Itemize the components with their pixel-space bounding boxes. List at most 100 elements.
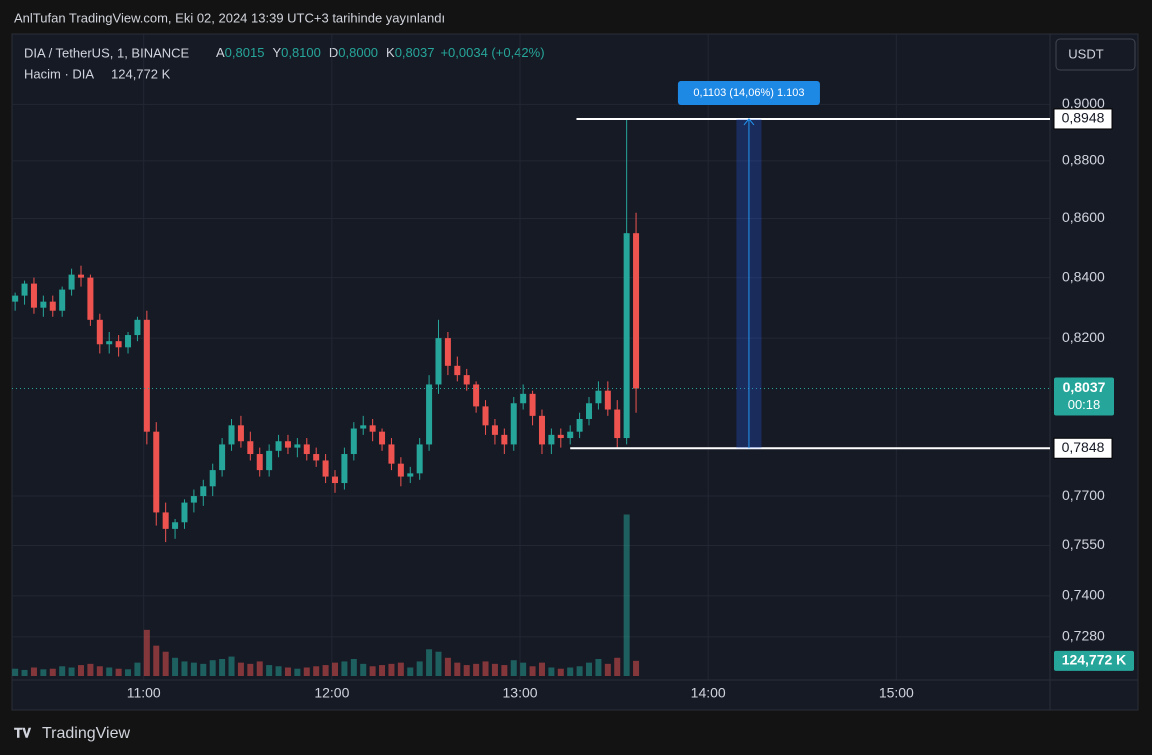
candle-body — [134, 319, 141, 336]
candle-body — [529, 393, 536, 416]
candle-body — [491, 425, 498, 435]
candle-body — [96, 319, 103, 345]
candle-body — [266, 450, 273, 471]
candle-body — [538, 415, 545, 445]
x-tick-label: 13:00 — [503, 685, 538, 701]
x-tick-label: 14:00 — [691, 685, 726, 701]
brand: TradingView — [42, 725, 130, 742]
candle-body — [256, 454, 263, 471]
measure-label-box — [677, 80, 820, 105]
y-tick-label: 0,7700 — [1062, 487, 1105, 503]
candle-body — [463, 375, 470, 385]
volume-bar — [303, 667, 310, 676]
volume-bar — [294, 668, 301, 676]
currency-button[interactable] — [1055, 38, 1136, 71]
ohlc-value: 0,8015 — [225, 45, 265, 60]
candle-body — [322, 460, 329, 477]
candle-body — [604, 390, 611, 410]
candle-body — [313, 454, 320, 461]
y-tick-label: 0,8200 — [1062, 329, 1105, 345]
volume-bar — [200, 663, 207, 676]
candle-body — [501, 434, 508, 445]
volume-bar — [21, 669, 28, 676]
volume-bar — [548, 667, 555, 676]
volume-bar — [313, 666, 320, 676]
volume-bar — [332, 662, 339, 676]
candle-body — [237, 425, 244, 442]
volume-bar — [397, 662, 404, 676]
volume-bar — [360, 663, 367, 676]
volume-bar — [491, 663, 498, 676]
measure-arrow-head — [743, 118, 755, 126]
ohlc-key: K — [386, 45, 395, 60]
candle-body — [190, 496, 197, 503]
candle-body — [332, 476, 339, 484]
candle-body — [125, 335, 132, 348]
measure-label: 0,1103 (14,06%) 1.103 — [693, 87, 804, 99]
hline-label: 0,8948 — [1062, 110, 1105, 126]
volume-value: 124,772 K — [111, 66, 171, 81]
candle-body — [275, 441, 282, 451]
candle-body — [510, 403, 517, 445]
candle-body — [143, 319, 150, 432]
volume-bar — [407, 667, 414, 676]
chart-pane — [11, 33, 1139, 711]
candle-body — [369, 425, 376, 432]
candle-body — [407, 473, 414, 477]
volume-bar — [501, 665, 508, 676]
volume-bar — [172, 657, 179, 676]
volume-bar — [341, 661, 348, 676]
x-tick-label: 12:00 — [314, 685, 349, 701]
volume-bar — [473, 663, 480, 676]
candle-body — [557, 434, 564, 439]
candle-body — [40, 301, 47, 308]
ohlc-change: +0,0034 (+0,42%) — [440, 45, 544, 60]
candle-body — [397, 463, 404, 477]
ohlc-key: A — [216, 45, 225, 60]
candle-body — [115, 341, 122, 348]
candle-body — [200, 486, 207, 497]
candle-body — [633, 233, 640, 389]
candle-body — [87, 277, 94, 320]
volume-bar — [623, 514, 630, 676]
volume-label: 124,772 K — [1062, 652, 1127, 668]
volume-bar — [595, 659, 602, 676]
volume-bar — [416, 661, 423, 676]
ohlc-legend: A0,8015 Y0,8100 D0,8000 K0,8037 +0,0034 (+0,… — [216, 45, 545, 60]
volume-bar — [435, 651, 442, 676]
volume-bar — [322, 665, 329, 676]
ohlc-key: Y — [272, 45, 281, 60]
countdown: 00:18 — [1068, 397, 1101, 412]
candle-body — [106, 341, 113, 345]
candle-body — [30, 283, 37, 308]
candle-body — [473, 384, 480, 407]
y-tick-label: 0,9000 — [1062, 95, 1105, 111]
ohlc-key: D — [329, 45, 338, 60]
volume-bar — [115, 668, 122, 676]
candle-body — [49, 301, 56, 311]
volume-bar — [576, 666, 583, 676]
candle-body — [548, 434, 555, 445]
candle-body — [576, 419, 583, 432]
candle-body — [416, 444, 423, 474]
volume-bar — [454, 662, 461, 676]
volume-bar — [30, 667, 37, 676]
caption: AnlTufan TradingView.com, Eki 02, 2024 1… — [14, 10, 445, 25]
candle-body — [77, 274, 84, 278]
volume-bar — [604, 663, 611, 676]
logo-mark: 𝐓𝐕 — [14, 725, 31, 740]
volume-bar — [614, 657, 621, 676]
candle-body — [284, 441, 291, 448]
candle-body — [68, 274, 75, 290]
y-tick-label: 0,7550 — [1062, 536, 1105, 552]
volume-bar — [106, 667, 113, 676]
ohlc-value: 0,8000 — [338, 45, 378, 60]
last-price-label: 0,8037 — [1063, 379, 1106, 395]
volume-bar — [96, 666, 103, 676]
volume-bar — [228, 656, 235, 676]
currency[interactable]: USDT — [1068, 46, 1103, 61]
volume-bar — [275, 666, 282, 676]
candle-body — [614, 409, 621, 439]
volume-bar — [538, 662, 545, 676]
